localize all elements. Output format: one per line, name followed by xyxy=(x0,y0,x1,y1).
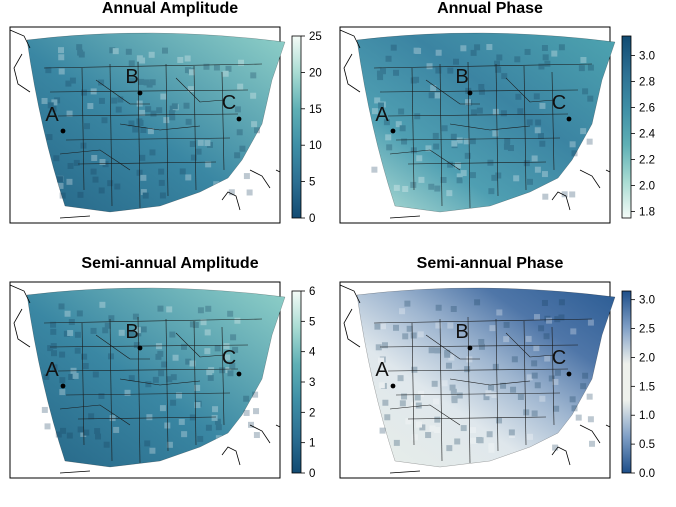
colorbar-tick-label: 0.0 xyxy=(639,468,655,480)
coastlines xyxy=(339,284,611,474)
colorbar-tick-label: 6 xyxy=(309,286,315,298)
colorbar-tick-label: 10 xyxy=(309,140,322,152)
pixel-texture xyxy=(374,299,596,453)
pixel-texture xyxy=(371,44,594,200)
colorbar-tick-label: 2.0 xyxy=(639,181,655,193)
map-semi-annual-amplitude: A B C 0 1 2 3 4 5 6 xyxy=(9,281,316,480)
state-boundaries xyxy=(373,316,593,464)
panel-title-annual-amplitude: Annual Amplitude xyxy=(101,0,239,17)
colorbar-tick-label: 0.5 xyxy=(639,439,655,451)
colorbar-tick-label: 3 xyxy=(309,377,315,389)
panel-title-annual-phase: Annual Phase xyxy=(437,0,543,17)
point-c-label: C xyxy=(552,92,566,114)
pixel-texture xyxy=(41,44,261,199)
colorbar-tick-label: 2 xyxy=(309,407,315,419)
colorbar-tick-label: 2.6 xyxy=(639,103,655,115)
point-a-marker xyxy=(60,128,66,134)
point-a-marker xyxy=(390,383,396,389)
point-c-marker xyxy=(236,371,242,377)
map-semi-annual-phase: A B C 0.0 0.5 1.0 1.5 2.0 2.5 3.0 xyxy=(339,281,655,480)
state-boundaries xyxy=(43,316,263,464)
map-annual-amplitude: A B C 0 5 10 15 20 25 xyxy=(9,26,322,225)
colorbar-tick-label: 4 xyxy=(309,347,316,359)
domain-outline xyxy=(356,287,616,468)
colorbar xyxy=(291,35,302,219)
point-b-marker xyxy=(137,90,143,96)
point-c-marker xyxy=(566,116,572,122)
data-field xyxy=(357,32,615,212)
data-field xyxy=(27,32,285,212)
colorbar-tick-label: 2.4 xyxy=(639,129,656,141)
colorbar-tick-label: 25 xyxy=(309,31,322,43)
point-b-label: B xyxy=(455,321,468,343)
coastlines xyxy=(339,29,611,219)
colorbar xyxy=(621,35,632,219)
domain-outline xyxy=(356,32,616,213)
panel-title-semi-annual-amplitude: Semi-annual Amplitude xyxy=(81,255,259,272)
point-c-marker xyxy=(566,371,572,377)
colorbar-tick-label: 5 xyxy=(309,316,315,328)
colorbar-tick-label: 20 xyxy=(309,67,322,79)
colorbar-tick-label: 15 xyxy=(309,104,322,116)
colorbar-tick-label: 1.5 xyxy=(639,381,655,393)
point-b-marker xyxy=(467,345,473,351)
colorbar-tick-label: 2.2 xyxy=(639,155,655,167)
coastlines xyxy=(9,29,281,219)
colorbar-tick-label: 3.0 xyxy=(639,295,655,307)
colorbar-tick-label: 3.0 xyxy=(639,51,655,63)
state-boundaries xyxy=(373,61,593,209)
coastlines xyxy=(9,284,281,474)
colorbar-tick-label: 1.0 xyxy=(639,410,655,422)
colorbar-tick-label: 1 xyxy=(309,438,315,450)
domain-outline xyxy=(26,32,286,213)
colorbar-tick-label: 0 xyxy=(309,213,315,225)
point-b-marker xyxy=(467,90,473,96)
colorbar xyxy=(621,290,632,474)
domain-outline xyxy=(26,287,286,468)
colorbar-tick-label: 2.5 xyxy=(639,324,655,336)
point-b-marker xyxy=(137,345,143,351)
data-field xyxy=(27,287,285,467)
colorbar xyxy=(291,290,302,474)
point-c-label: C xyxy=(222,92,236,114)
state-boundaries xyxy=(43,61,263,209)
colorbar-tick-label: 2.0 xyxy=(639,352,655,364)
point-a-label: A xyxy=(375,104,389,126)
colorbar-tick-label: 0 xyxy=(309,468,315,480)
point-a-label: A xyxy=(45,359,59,381)
point-a-marker xyxy=(60,383,66,389)
point-c-label: C xyxy=(222,347,236,369)
colorbar-tick-label: 5 xyxy=(309,177,315,189)
point-b-label: B xyxy=(455,66,468,88)
point-b-label: B xyxy=(125,321,138,343)
point-b-label: B xyxy=(125,66,138,88)
panel-title-semi-annual-phase: Semi-annual Phase xyxy=(416,255,564,272)
pixel-texture xyxy=(41,301,260,454)
colorbar-tick-label: 2.8 xyxy=(639,77,655,89)
colorbar-tick-label: 1.8 xyxy=(639,207,655,219)
point-a-label: A xyxy=(375,359,389,381)
point-a-label: A xyxy=(45,104,59,126)
point-a-marker xyxy=(390,128,396,134)
map-annual-phase: A B C 1.8 2.0 2.2 2.4 2.6 2.8 3.0 xyxy=(339,26,656,224)
data-field xyxy=(357,287,615,467)
point-c-label: C xyxy=(552,347,566,369)
point-c-marker xyxy=(236,116,242,122)
